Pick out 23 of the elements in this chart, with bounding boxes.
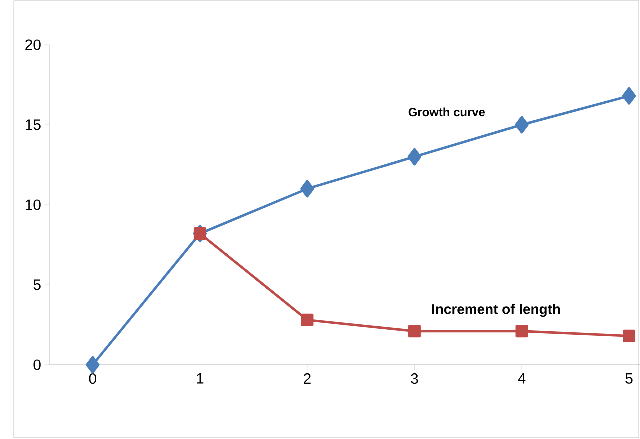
point — [408, 325, 421, 338]
y-tick-label: 5 — [34, 280, 41, 290]
point — [515, 116, 529, 134]
point — [300, 180, 314, 198]
y-tick-label: 20 — [26, 40, 41, 50]
x-tick-label: 5 — [626, 374, 633, 384]
x-tick-label: 1 — [197, 374, 204, 384]
y-tick-label: 15 — [26, 120, 41, 130]
point — [301, 314, 314, 326]
point — [622, 87, 636, 105]
series-label: Growth curve — [408, 108, 486, 117]
series-label: Increment of length — [432, 304, 560, 318]
x-tick-label: 0 — [89, 374, 96, 384]
point — [194, 228, 206, 240]
point — [408, 148, 422, 166]
y-tick-label: 10 — [26, 200, 41, 210]
y-tick-label: 0 — [34, 360, 41, 370]
point — [86, 356, 100, 374]
point — [623, 330, 636, 342]
x-tick-label: 3 — [411, 374, 418, 384]
x-tick-label: 2 — [304, 374, 311, 384]
x-tick-label: 4 — [518, 374, 526, 384]
point — [516, 325, 528, 338]
